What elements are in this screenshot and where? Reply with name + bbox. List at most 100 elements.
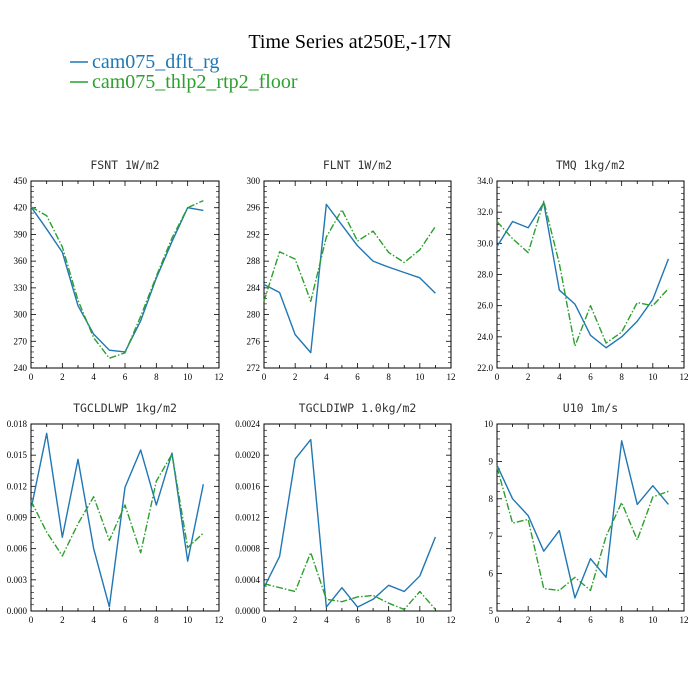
x-tick-label: 12 [215,372,224,382]
x-tick-label: 12 [680,615,689,625]
x-tick-label: 10 [183,615,193,625]
y-tick-label: 6 [489,569,494,579]
panel-1: FSNT 1W/m2 0 2 4 6 8 10 12 240 270 300 330 360 390 420… [14,158,224,382]
y-tick-label: 5 [489,606,494,616]
y-tick-label: 0.0000 [235,606,260,616]
series-line-2 [496,466,669,592]
series-line-2 [30,199,204,359]
y-tick-label: 0.0012 [235,513,260,523]
figure-title: Time Series at250E,-17N [248,31,451,53]
x-tick-label: 4 [324,615,329,625]
y-tick-label: 30.0 [477,238,493,248]
legend-label-1: cam075_dflt_rg [92,51,219,73]
series-line-2 [496,200,669,347]
x-tick-label: 12 [447,372,456,382]
y-tick-label: 300 [14,310,28,320]
series-line-1 [496,440,669,599]
x-tick-label: 6 [355,615,360,625]
panel-4: TGCLDLWP 1kg/m2 0 2 4 6 8 10 12 0.000 0.003 0.006 0… [7,401,224,625]
x-tick-label: 0 [262,615,267,625]
x-tick-label: 6 [588,372,593,382]
x-tick-label: 10 [415,372,425,382]
y-tick-label: 9 [489,456,494,466]
y-tick-label: 288 [247,256,261,266]
x-tick-label: 4 [91,615,96,625]
panel-3: TMQ 1kg/m2 0 2 4 6 8 10 12 22.0 24.0 26.0 28.0 30.0 3… [477,158,688,382]
x-tick-label: 8 [154,615,159,625]
x-tick-label: 10 [648,615,658,625]
y-tick-label: 7 [489,531,494,541]
x-tick-label: 2 [526,372,531,382]
y-tick-label: 22.0 [477,363,493,373]
x-tick-label: 6 [355,372,360,382]
panel-title: TGCLDIWP 1.0kg/m2 [299,401,417,415]
x-tick-label: 0 [29,372,34,382]
series-line-1 [263,438,437,608]
y-tick-label: 272 [247,363,261,373]
y-tick-label: 292 [247,229,261,239]
y-tick-label: 300 [247,176,261,186]
x-tick-label: 0 [29,615,34,625]
y-tick-label: 270 [14,336,28,346]
x-tick-label: 2 [60,372,65,382]
plot-frame [30,180,220,369]
panel-6: U10 1m/s 0 2 4 6 8 10 12 5 6 7 8 9 10 [484,401,689,625]
x-tick-label: 4 [324,372,329,382]
plot-frame [263,180,452,369]
y-tick-label: 280 [247,310,261,320]
panel-title: TMQ 1kg/m2 [556,158,625,172]
y-tick-label: 330 [14,283,28,293]
x-tick-label: 12 [680,372,689,382]
y-tick-label: 0.0008 [235,544,260,554]
x-tick-label: 10 [648,372,658,382]
x-tick-label: 2 [526,615,531,625]
y-tick-label: 450 [14,176,28,186]
x-tick-label: 10 [183,372,193,382]
y-tick-label: 420 [14,203,28,213]
panel-title: FLNT 1W/m2 [323,158,392,172]
y-tick-label: 24.0 [477,332,493,342]
y-tick-label: 0.006 [7,544,28,554]
x-tick-label: 4 [557,372,562,382]
y-tick-label: 0.009 [7,513,28,523]
x-tick-label: 4 [91,372,96,382]
x-tick-label: 12 [215,615,224,625]
y-tick-label: 0.0004 [235,575,260,585]
x-tick-label: 8 [386,372,391,382]
x-tick-label: 4 [557,615,562,625]
y-tick-label: 0.012 [7,481,27,491]
series-line-2 [263,551,436,611]
y-tick-label: 8 [489,494,494,504]
x-tick-label: 2 [293,615,298,625]
x-tick-label: 8 [154,372,159,382]
y-tick-label: 0.003 [7,575,28,585]
y-tick-label: 0.018 [7,419,28,429]
series-line-1 [30,206,204,353]
panel-title: TGCLDLWP 1kg/m2 [73,401,177,415]
series-line-1 [263,203,436,354]
x-tick-label: 6 [123,615,128,625]
y-tick-label: 26.0 [477,301,493,311]
x-tick-label: 6 [123,372,128,382]
plot-frame [496,180,685,369]
y-tick-label: 284 [247,283,261,293]
y-tick-label: 390 [14,229,28,239]
y-tick-label: 32.0 [477,207,493,217]
y-tick-label: 0.015 [7,450,28,460]
panel-title: U10 1m/s [563,401,618,415]
legend-label-2: cam075_thlp2_rtp2_floor [92,71,298,93]
x-tick-label: 0 [262,372,267,382]
panels: FSNT 1W/m20 2 4 6 8 10 12240270300330360390420… [7,158,689,625]
x-tick-label: 12 [447,615,456,625]
y-tick-label: 0.0016 [235,481,260,491]
plot-frame [496,423,685,612]
x-tick-label: 8 [619,615,624,625]
panel-5: TGCLDIWP 1.0kg/m2 0 2 4 6 8 10 12 0.0000 0.0004 0.… [235,401,455,625]
x-tick-label: 8 [619,372,624,382]
y-tick-label: 34.0 [477,176,493,186]
series-line-1 [496,202,670,349]
x-tick-label: 0 [495,372,500,382]
y-tick-label: 276 [247,336,261,346]
panel-title: FSNT 1W/m2 [90,158,159,172]
